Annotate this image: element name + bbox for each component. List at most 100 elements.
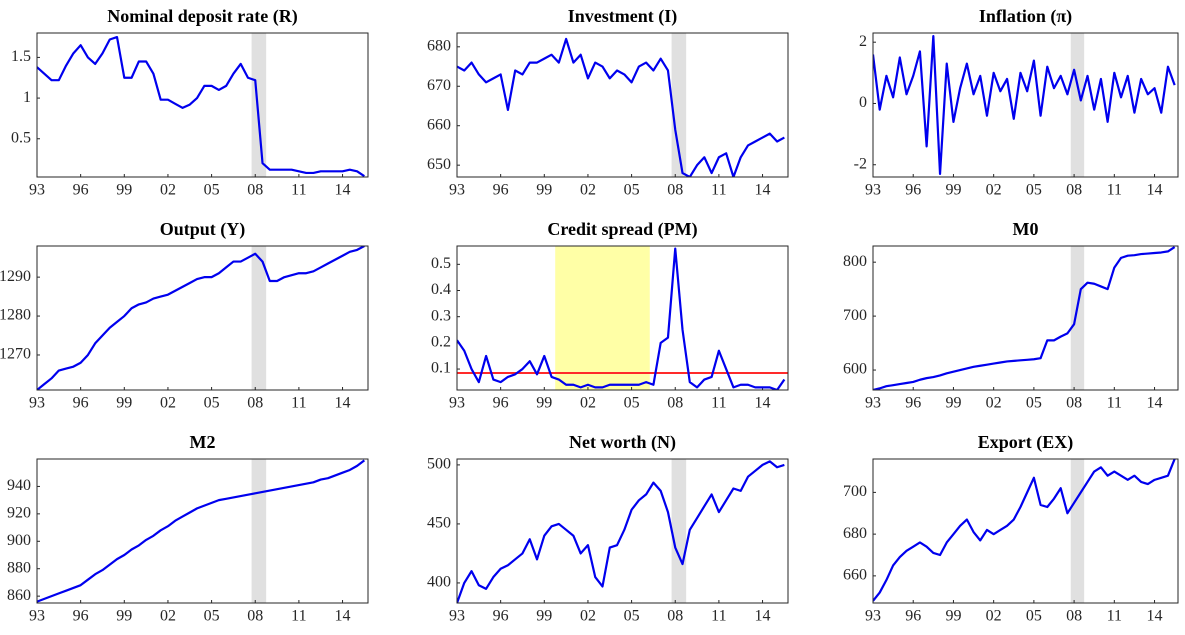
chart-title: Net worth (N)	[569, 432, 676, 453]
x-tick-label: 96	[905, 182, 921, 199]
y-tick-label: 1280	[0, 307, 31, 324]
x-tick-label: 14	[1147, 608, 1163, 625]
x-tick-label: 08	[1066, 182, 1082, 199]
x-tick-label: 93	[449, 608, 465, 625]
y-tick-label: 920	[7, 505, 31, 522]
y-tick-label: 450	[427, 515, 451, 532]
x-tick-label: 11	[1107, 608, 1122, 625]
x-tick-label: 02	[160, 395, 176, 412]
data-line	[873, 459, 1176, 602]
recession-shade	[251, 459, 267, 603]
x-tick-label: 96	[493, 608, 509, 625]
x-tick-label: 96	[905, 395, 921, 412]
x-tick-label: 11	[711, 395, 726, 412]
axes-box	[456, 458, 789, 604]
y-tick-label: 0.5	[11, 129, 31, 146]
x-tick-label: 05	[624, 608, 640, 625]
x-tick-label: 02	[986, 608, 1002, 625]
x-tick-label: 05	[624, 395, 640, 412]
x-tick-label: 14	[755, 395, 771, 412]
x-tick-label: 08	[247, 182, 263, 199]
x-tick-label: 02	[986, 182, 1002, 199]
x-tick-label: 96	[905, 608, 921, 625]
x-tick-label: 99	[536, 608, 552, 625]
y-tick-label: 600	[843, 361, 867, 378]
y-tick-label: 0.2	[431, 334, 451, 351]
y-tick-label: 1.5	[11, 48, 31, 65]
axes-box	[872, 458, 1179, 604]
x-tick-label: 99	[116, 608, 132, 625]
y-tick-label: 900	[7, 532, 31, 549]
x-tick-label: 14	[335, 608, 351, 625]
x-tick-label: 08	[667, 608, 683, 625]
x-tick-label: 93	[29, 182, 45, 199]
x-tick-label: 05	[204, 182, 220, 199]
y-tick-label: 660	[843, 567, 867, 584]
y-tick-label: 1	[23, 89, 31, 106]
y-tick-label: 680	[843, 525, 867, 542]
x-tick-label: 93	[449, 395, 465, 412]
chart-title: M2	[190, 432, 216, 452]
y-tick-label: 1270	[0, 346, 31, 363]
recession-shade	[671, 33, 687, 177]
y-tick-label: 2	[859, 33, 867, 50]
y-tick-label: 400	[427, 574, 451, 591]
data-line	[457, 460, 785, 603]
y-tick-label: 700	[843, 307, 867, 324]
chart-title: M0	[1013, 219, 1039, 239]
chart-title: Credit spread (PM)	[547, 219, 697, 240]
x-tick-label: 14	[755, 182, 771, 199]
x-tick-label: 02	[986, 395, 1002, 412]
x-tick-label: 08	[667, 395, 683, 412]
x-tick-label: 05	[1026, 608, 1042, 625]
x-tick-label: 99	[536, 182, 552, 199]
y-tick-label: 500	[427, 456, 451, 473]
x-tick-label: 02	[580, 608, 596, 625]
y-tick-label: 940	[7, 477, 31, 494]
y-tick-label: 1290	[0, 268, 31, 285]
x-tick-label: 93	[865, 608, 881, 625]
recession-shade	[671, 459, 687, 603]
x-tick-label: 08	[247, 395, 263, 412]
x-tick-label: 11	[1107, 182, 1122, 199]
highlight-band	[555, 246, 650, 390]
recession-shade	[1070, 459, 1085, 603]
x-tick-label: 02	[160, 608, 176, 625]
x-tick-label: 11	[711, 608, 726, 625]
chart-title: Output (Y)	[160, 219, 246, 240]
y-tick-label: -2	[854, 155, 867, 172]
x-tick-label: 99	[945, 182, 961, 199]
x-tick-label: 96	[493, 395, 509, 412]
y-tick-label: 860	[7, 587, 31, 604]
x-tick-label: 11	[291, 608, 306, 625]
x-tick-label: 05	[624, 182, 640, 199]
chart-title: Investment (I)	[568, 6, 678, 27]
x-tick-label: 05	[204, 608, 220, 625]
data-line	[873, 34, 1176, 176]
axes-box	[36, 32, 369, 178]
axes-box	[456, 245, 789, 391]
data-line	[37, 246, 365, 390]
y-tick-label: 700	[843, 483, 867, 500]
data-line	[37, 35, 365, 177]
y-tick-label: 680	[427, 37, 451, 54]
data-line	[457, 37, 785, 177]
x-tick-label: 02	[160, 182, 176, 199]
x-tick-label: 93	[865, 395, 881, 412]
x-tick-label: 05	[204, 395, 220, 412]
x-tick-label: 02	[580, 182, 596, 199]
y-tick-label: 660	[427, 116, 451, 133]
x-tick-label: 93	[29, 608, 45, 625]
x-tick-label: 99	[116, 182, 132, 199]
x-tick-label: 11	[711, 182, 726, 199]
x-tick-label: 99	[536, 395, 552, 412]
recession-shade	[1070, 33, 1085, 177]
x-tick-label: 96	[73, 182, 89, 199]
y-tick-label: 670	[427, 77, 451, 94]
x-tick-label: 14	[335, 182, 351, 199]
x-tick-label: 93	[449, 182, 465, 199]
y-tick-label: 0.3	[431, 307, 451, 324]
x-tick-label: 14	[755, 608, 771, 625]
x-tick-label: 11	[291, 395, 306, 412]
recession-shade	[251, 33, 267, 177]
